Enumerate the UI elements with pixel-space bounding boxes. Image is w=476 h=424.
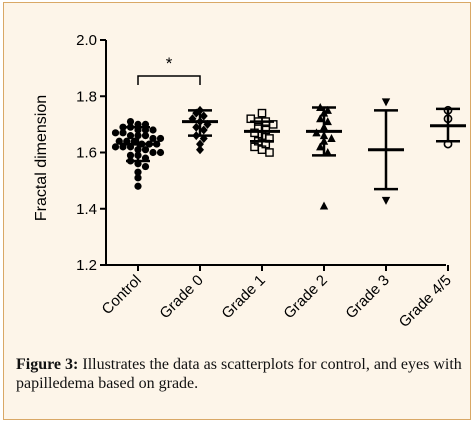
y-axis-label: Fractal dimension — [33, 95, 50, 221]
data-point — [265, 148, 274, 157]
data-point — [126, 117, 135, 126]
data-point — [119, 129, 127, 137]
data-point — [196, 139, 204, 149]
data-point — [156, 148, 165, 157]
data-point — [141, 132, 150, 140]
data-point — [119, 123, 127, 131]
x-tick-label: Grade 0 — [156, 272, 206, 322]
y-tick-label: 1.6 — [76, 145, 97, 162]
data-point — [149, 126, 157, 134]
data-point — [319, 201, 329, 210]
data-point — [134, 182, 142, 190]
data-point — [316, 114, 325, 123]
data-point — [111, 129, 120, 137]
x-tick-label: Grade 3 — [342, 272, 392, 322]
data-point — [192, 122, 201, 132]
data-point — [199, 125, 208, 135]
data-point — [381, 196, 391, 205]
caption-text: Illustrates the data as scatterplots for… — [16, 356, 462, 392]
y-tick-label: 1.4 — [76, 201, 97, 218]
y-tick-label: 1.8 — [76, 88, 97, 105]
data-point — [141, 162, 150, 171]
data-point — [199, 111, 208, 121]
data-point — [111, 143, 120, 151]
data-point — [381, 98, 391, 107]
x-tick-label: Grade 1 — [218, 272, 268, 322]
data-point — [323, 148, 332, 156]
significance-star: * — [166, 54, 173, 73]
figure-caption: Figure 3: Illustrates the data as scatte… — [16, 355, 464, 393]
data-point — [327, 133, 336, 142]
y-tick-label: 1.2 — [76, 257, 97, 274]
x-tick-label: Grade 4/5 — [396, 272, 455, 331]
y-tick-label: 2.0 — [76, 32, 97, 49]
x-tick-label: Control — [99, 272, 145, 318]
data-point — [134, 174, 142, 182]
chart-marks: * — [111, 54, 466, 210]
data-point — [316, 142, 325, 151]
data-point — [156, 134, 165, 143]
data-point — [257, 108, 267, 118]
data-point — [134, 168, 142, 176]
significance-bracket — [137, 75, 201, 85]
data-point — [141, 146, 150, 154]
data-point — [153, 140, 161, 148]
data-point — [196, 145, 204, 155]
data-point — [149, 134, 157, 143]
figure-panel: 1.2 1.4 1.6 1.8 2.0 Control Grade 0 Grade 1 Grad… — [3, 2, 471, 420]
data-point — [149, 148, 157, 157]
data-point — [126, 132, 135, 140]
x-tick-label: Grade 2 — [280, 272, 330, 322]
data-point — [323, 117, 332, 126]
data-point — [126, 151, 135, 159]
caption-label: Figure 3: — [16, 356, 79, 373]
